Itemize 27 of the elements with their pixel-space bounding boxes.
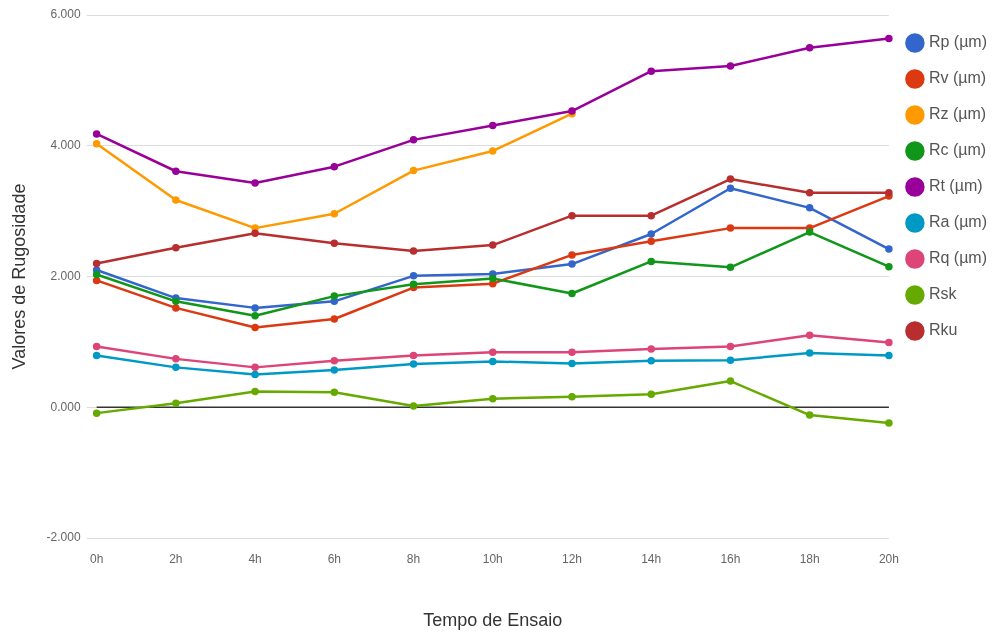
y-tick-label: 6.000 [50, 7, 81, 22]
x-tick-label: 0h [89, 551, 104, 566]
x-tick-label: 10h [482, 551, 503, 566]
y-tick-label: 0.000 [50, 399, 81, 414]
legend-label: Rz (µm) [928, 105, 987, 123]
x-tick-label: 12h [561, 551, 582, 566]
x-tick-label: 20h [878, 551, 899, 566]
legend-label: Ra (µm) [928, 213, 988, 231]
x-tick-label: 8h [406, 551, 421, 566]
y-tick-label: 4.000 [50, 138, 81, 153]
legend-label: Rku [928, 321, 958, 339]
x-tick-label: 14h [641, 551, 662, 566]
legend-label: Rp (µm) [928, 33, 988, 51]
y-tick-label: -2.000 [46, 530, 81, 545]
x-tick-label: 2h [169, 551, 183, 566]
legend-label: Rq (µm) [928, 249, 988, 267]
y-tick-label: 2.000 [50, 268, 81, 283]
x-tick-label: 6h [327, 551, 341, 566]
y-axis-title: Valores de Rugosidade [8, 183, 29, 370]
x-tick-label: 18h [799, 551, 820, 566]
legend-label: Rv (µm) [928, 69, 987, 87]
legend-label: Rc (µm) [928, 141, 987, 159]
x-tick-label: 4h [248, 551, 262, 566]
legend-label: Rsk [928, 285, 958, 303]
x-tick-label: 16h [720, 551, 741, 566]
x-axis-title: Tempo de Ensaio [423, 610, 563, 631]
legend-label: Rt (µm) [928, 177, 983, 195]
